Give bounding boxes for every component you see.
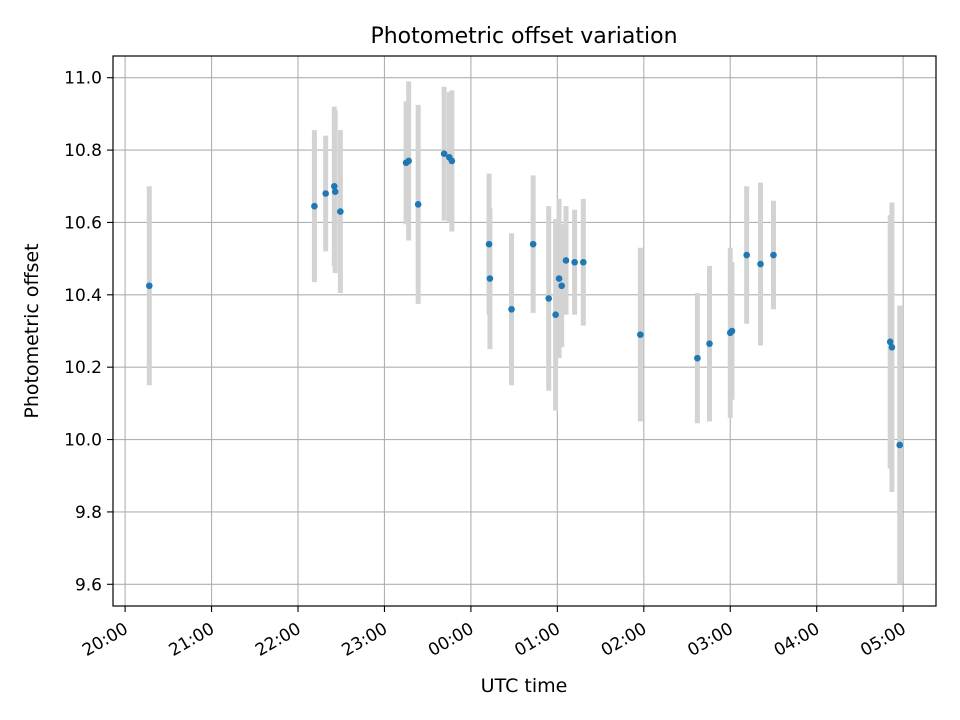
- y-tick-label: 10.2: [64, 358, 102, 378]
- y-axis-label: Photometric offset: [21, 243, 43, 418]
- data-point: [331, 182, 338, 190]
- chart-title: Photometric offset variation: [370, 24, 677, 49]
- x-axis-label: UTC time: [481, 675, 568, 697]
- data-point: [770, 251, 777, 259]
- data-point: [146, 282, 153, 290]
- data-point: [743, 251, 750, 259]
- data-point: [337, 208, 344, 215]
- data-point: [886, 338, 894, 346]
- data-point: [405, 157, 412, 165]
- y-tick-label: 10.4: [64, 286, 102, 306]
- data-point: [552, 311, 559, 319]
- data-points: [146, 150, 903, 449]
- y-tick-label: 11.0: [64, 69, 102, 89]
- y-tick-label: 10.6: [64, 213, 102, 233]
- data-point: [888, 343, 896, 351]
- data-point: [757, 260, 764, 268]
- data-point: [558, 282, 565, 290]
- data-point: [529, 240, 537, 248]
- data-point: [311, 202, 318, 210]
- plot-area-frame: [112, 55, 937, 607]
- data-point: [571, 258, 578, 266]
- data-point: [728, 327, 736, 335]
- data-point: [486, 275, 494, 282]
- data-point: [508, 305, 515, 313]
- grid: [113, 56, 936, 606]
- data-point: [448, 157, 456, 165]
- y-tick-label: 10.0: [64, 431, 102, 451]
- data-point: [896, 441, 903, 449]
- y-tick-label: 10.8: [64, 141, 102, 161]
- data-point: [555, 275, 563, 282]
- data-point: [637, 331, 644, 338]
- y-tick-label: 9.6: [75, 575, 102, 595]
- data-point: [694, 354, 701, 362]
- data-point: [545, 295, 553, 302]
- data-point: [579, 258, 587, 266]
- data-point: [562, 257, 570, 264]
- data-point: [485, 240, 493, 248]
- data-point: [706, 340, 713, 347]
- data-point: [322, 190, 329, 197]
- data-point: [414, 201, 422, 208]
- data-point: [331, 188, 339, 195]
- y-axis-ticks: 9.6 9.8 10.0 10.2 10.4 10.6 10.8 11.0: [64, 69, 113, 595]
- y-tick-label: 9.8: [75, 503, 102, 523]
- data-point: [440, 150, 448, 157]
